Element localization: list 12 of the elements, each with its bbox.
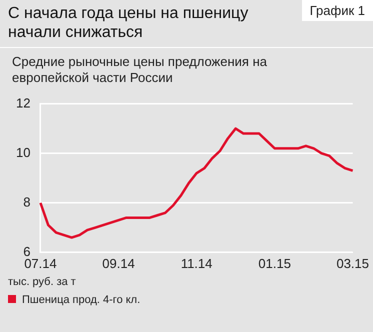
x-tick-label: 01.15 xyxy=(258,256,291,271)
y-axis-title: тыс. руб. за т xyxy=(8,276,76,288)
y-tick-label: 12 xyxy=(16,95,30,110)
x-tick-label: 09.14 xyxy=(102,256,135,271)
x-tick-label: 03.15 xyxy=(336,256,370,271)
legend-label: Пшеница прод. 4-го кл. xyxy=(21,294,140,306)
y-tick-label: 10 xyxy=(16,144,30,160)
chart-title: С начала года цены на пшеницу начали снижаться xyxy=(8,4,250,42)
y-tick-label: 8 xyxy=(23,194,30,210)
chart-subtitle: Средние рыночные цены предложения на европейской части России xyxy=(12,54,268,86)
text: График 1 xyxy=(302,0,373,21)
x-tick-label: 11.14 xyxy=(180,256,212,271)
